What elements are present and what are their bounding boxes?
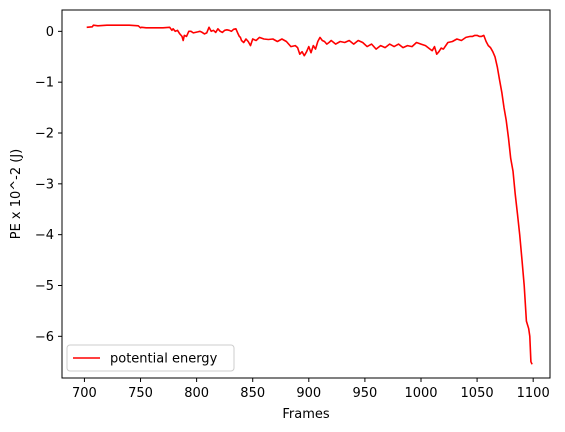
x-tick-label: 1050	[461, 386, 494, 401]
legend: potential energy	[67, 345, 234, 371]
x-tick-label: 1100	[517, 386, 550, 401]
y-tick-label: −6	[35, 330, 54, 345]
legend-label: potential energy	[110, 352, 218, 367]
x-tick-label: 1000	[404, 386, 437, 401]
x-tick-label: 800	[184, 386, 209, 401]
y-axis-label: PE x 10^-2 (J)	[9, 149, 24, 240]
y-tick-label: −3	[35, 177, 54, 192]
x-tick-label: 850	[240, 386, 265, 401]
y-tick-label: −1	[35, 76, 54, 91]
x-tick-label: 750	[128, 386, 153, 401]
x-tick-label: 700	[72, 386, 97, 401]
y-tick-label: −2	[35, 127, 54, 142]
x-tick-label: 900	[296, 386, 321, 401]
x-tick-label: 950	[352, 386, 377, 401]
x-axis-label: Frames	[282, 407, 330, 422]
y-tick-label: −4	[35, 228, 54, 243]
y-tick-label: −5	[35, 279, 54, 294]
y-tick-label: 0	[46, 25, 54, 40]
